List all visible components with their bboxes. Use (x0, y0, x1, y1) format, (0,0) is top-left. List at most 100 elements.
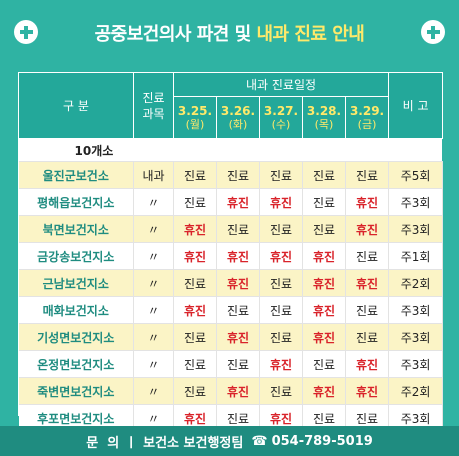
title-main: 공중보건의사 파견 및 (94, 24, 257, 45)
status-closed: 휴진 (269, 357, 293, 372)
subject-cell: 〃 (133, 215, 174, 243)
schedule-cell: 진료 (302, 215, 346, 243)
schedule-cell: 진료 (259, 377, 303, 405)
schedule-cell: 휴진 (259, 188, 303, 216)
date-label: 3.29. (349, 104, 385, 118)
schedule-cell: 진료 (345, 161, 390, 189)
note-cell: 주3회 (388, 323, 444, 351)
header-note: 비 고 (388, 72, 444, 139)
status-open: 진료 (312, 168, 336, 183)
schedule-cell: 휴진 (216, 377, 260, 405)
status-closed: 휴진 (269, 195, 293, 210)
header-category: 구 분 (18, 72, 134, 139)
schedule-cell: 휴진 (345, 215, 390, 243)
schedule-cell: 진료 (345, 296, 390, 324)
status-closed: 휴진 (312, 249, 336, 264)
facility-name: 온정면보건지소 (18, 350, 134, 378)
status-closed: 휴진 (226, 276, 250, 291)
header-schedule: 내과 진료일정 (172, 72, 390, 97)
separator: ㅣ (125, 435, 138, 451)
contact-footer: 문 의 ㅣ 보건소 보건행정팀 ☎ 054-789-5019 (0, 426, 459, 456)
schedule-cell: 휴진 (302, 242, 346, 270)
schedule-cell: 진료 (173, 377, 217, 405)
status-open: 진료 (312, 411, 336, 426)
status-closed: 휴진 (355, 276, 379, 291)
schedule-cell: 진료 (173, 188, 217, 216)
status-open: 진료 (355, 168, 379, 183)
schedule-cell: 휴진 (345, 188, 390, 216)
schedule-cell: 진료 (302, 161, 346, 189)
subject-cell: 내과 (133, 161, 174, 189)
contact-phone[interactable]: 054-789-5019 (271, 433, 373, 449)
note-cell: 주5회 (388, 161, 444, 189)
status-open: 진료 (269, 384, 293, 399)
status-open: 진료 (312, 195, 336, 210)
schedule-cell: 진료 (345, 242, 390, 270)
schedule-cell: 휴진 (302, 377, 346, 405)
status-open: 진료 (183, 384, 207, 399)
group-label: 10개소 (18, 138, 443, 162)
status-closed: 휴진 (355, 222, 379, 237)
status-open: 진료 (269, 303, 293, 318)
header-subject: 진료 과목 (133, 72, 174, 139)
facility-name: 북면보건지소 (18, 215, 134, 243)
day-label: (월) (185, 118, 205, 131)
contact-dept: 보건소 보건행정팀 (143, 435, 244, 451)
table-row: 기성면보건지소 〃 진료 휴진 진료 휴진 진료 주3회 (18, 323, 444, 351)
facility-name: 기성면보건지소 (18, 323, 134, 351)
status-closed: 휴진 (312, 276, 336, 291)
subject-cell: 〃 (133, 188, 174, 216)
subject-cell: 〃 (133, 242, 174, 270)
status-closed: 휴진 (183, 249, 207, 264)
status-closed: 휴진 (226, 195, 250, 210)
day-label: (화) (228, 118, 248, 131)
subject-cell: 〃 (133, 269, 174, 297)
day-label: (금) (357, 118, 377, 131)
status-closed: 휴진 (355, 195, 379, 210)
schedule-cell: 휴진 (302, 323, 346, 351)
title-highlight: 내과 진료 안내 (256, 24, 365, 45)
note-cell: 주3회 (388, 296, 444, 324)
status-open: 진료 (226, 222, 250, 237)
table-row: 금강송보건지소 〃 휴진 휴진 휴진 휴진 진료 주1회 (18, 242, 444, 270)
schedule-cell: 진료 (259, 296, 303, 324)
status-open: 진료 (226, 303, 250, 318)
status-open: 진료 (269, 276, 293, 291)
date-header: 3.25. (월) (173, 96, 217, 139)
status-closed: 휴진 (183, 303, 207, 318)
page-header: 공중보건의사 파견 및 내과 진료 안내 (0, 0, 459, 66)
schedule-cell: 휴진 (216, 269, 260, 297)
status-open: 진료 (355, 330, 379, 345)
date-label: 3.26. (220, 104, 256, 118)
schedule-cell: 진료 (345, 323, 390, 351)
schedule-cell: 휴진 (302, 269, 346, 297)
status-closed: 휴진 (312, 330, 336, 345)
note-cell: 주2회 (388, 377, 444, 405)
date-label: 3.25. (177, 104, 213, 118)
schedule-cell: 진료 (259, 323, 303, 351)
status-closed: 휴진 (312, 384, 336, 399)
status-closed: 휴진 (183, 411, 207, 426)
status-open: 진료 (269, 168, 293, 183)
plus-icon (421, 20, 445, 44)
table-row: 근남보건지소 〃 진료 휴진 진료 휴진 휴진 주2회 (18, 269, 444, 297)
note-cell: 주3회 (388, 215, 444, 243)
status-closed: 휴진 (312, 303, 336, 318)
schedule-cell: 진료 (173, 323, 217, 351)
schedule-cell: 진료 (259, 215, 303, 243)
status-open: 진료 (312, 222, 336, 237)
schedule-cell: 휴진 (173, 215, 217, 243)
date-header: 3.29. (금) (344, 96, 390, 139)
status-closed: 휴진 (269, 249, 293, 264)
schedule-cell: 진료 (302, 188, 346, 216)
schedule-cell: 휴진 (216, 242, 260, 270)
status-open: 진료 (183, 357, 207, 372)
table-row: 울진군보건소 내과 진료 진료 진료 진료 진료 주5회 (18, 161, 444, 189)
schedule-cell: 휴진 (345, 269, 390, 297)
schedule-cell: 휴진 (216, 323, 260, 351)
table-row: 죽변면보건지소 〃 진료 휴진 진료 휴진 휴진 주2회 (18, 377, 444, 405)
status-open: 진료 (226, 168, 250, 183)
status-open: 진료 (183, 195, 207, 210)
facility-name: 울진군보건소 (18, 161, 134, 189)
status-closed: 휴진 (355, 357, 379, 372)
